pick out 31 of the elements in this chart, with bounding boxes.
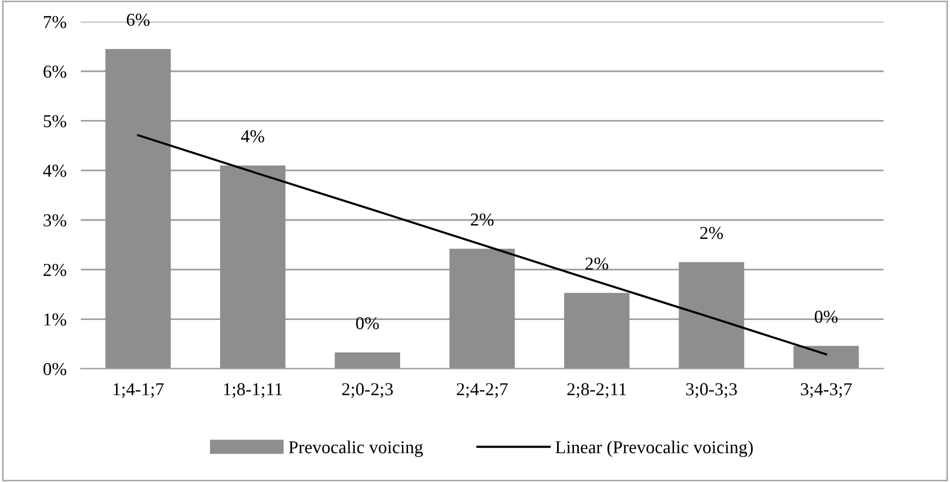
y-tick-label: 1%	[44, 313, 66, 326]
x-tick-label: 2;8-2;11	[567, 383, 626, 398]
data-label: 4%	[241, 130, 264, 142]
data-label: 2%	[700, 226, 723, 240]
bar	[334, 352, 400, 369]
y-tick-label: 2%	[44, 264, 66, 276]
bar	[793, 346, 859, 369]
x-tick-label: 3;0-3;3	[686, 383, 737, 398]
data-label: 2%	[586, 258, 608, 270]
y-tick-label: 7%	[44, 16, 66, 28]
bar	[678, 262, 744, 369]
legend-label: Linear (Prevocalic voicing)	[556, 440, 753, 458]
y-tick-label: 6%	[44, 66, 66, 78]
y-tick-label: 4%	[43, 164, 66, 177]
y-tick-label: 0%	[43, 362, 66, 376]
y-tick-label: 5%	[44, 115, 66, 128]
x-tick-label: 1;8-1;11	[224, 383, 282, 398]
x-tick-label: 1;4-1;7	[114, 383, 164, 398]
x-tick-label: 2;0-2;3	[342, 383, 393, 398]
data-label: 0%	[814, 310, 838, 323]
bar	[220, 165, 286, 369]
data-label: 6%	[126, 14, 150, 26]
y-tick-label: 3%	[44, 214, 66, 226]
x-tick-label: 3;4-3;7	[800, 383, 852, 398]
x-tick-label: 2;4-2;7	[456, 383, 508, 398]
bar	[105, 48, 171, 369]
bar	[564, 292, 630, 369]
bar	[449, 248, 515, 369]
data-label: 0%	[356, 317, 379, 330]
data-label: 2%	[470, 213, 494, 226]
legend-label: Prevocalic voicing	[288, 440, 423, 458]
